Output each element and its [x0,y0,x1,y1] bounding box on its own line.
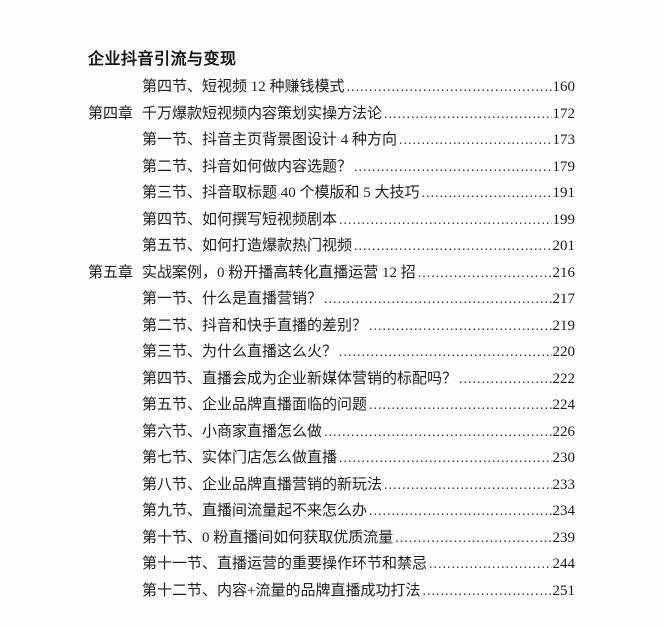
toc-leader-dots [418,260,552,288]
toc-leader-dots [422,180,552,208]
toc-section-row: 第四节、直播会成为企业新媒体营销的标配吗？ 222 [88,366,575,393]
toc-section-row: 第一节、抖音主页背景图设计 4 种方向 173 [88,127,575,154]
toc-leader-dots [354,154,551,182]
toc-entry-title: 第八节、企业品牌直播营销的新玩法 [142,476,383,493]
toc-leader-dots [395,525,551,553]
toc-section-row: 第八节、企业品牌直播营销的新玩法 233 [88,472,575,499]
toc-section-row: 第四节、短视频 12 种赚钱模式 160 [88,74,575,101]
toc-entry-title: 第五节、企业品牌直播面临的问题 [142,397,368,413]
toc-section-row: 第九节、直播间流量起不来怎么办 234 [88,498,575,525]
toc-leader-dots [339,339,551,367]
toc-leader-dots [354,233,551,261]
toc-entry-title: 第十二节、内容+流量的品牌直播成功打法 [142,582,421,599]
toc-leader-dots [369,392,551,420]
toc-leader-dots [399,127,551,155]
toc-leader-dots [339,445,551,473]
toc-entry-title: 千万爆款短视频内容策划实操方法论 [142,105,383,122]
toc-entry-page-number: 199 [552,211,576,228]
toc-entry-title: 第十节、0 粉直播间如何获取优质流量 [142,529,394,546]
toc-entry-page-number: 233 [552,476,576,493]
toc-entry-page-number: 244 [552,556,576,572]
toc-entry-page-number: 219 [552,317,576,334]
toc-entry-title: 第七节、实体门店怎么做直播 [142,450,338,466]
toc-section-row: 第四节、如何撰写短视频剧本 199 [88,207,575,234]
toc-entry-page-number: 251 [552,582,576,599]
toc-entry-page-number: 217 [552,291,576,307]
toc-section-row: 第三节、抖音取标题 40 个模版和 5 大技巧 191 [88,180,575,207]
toc-entry-title: 第一节、抖音主页背景图设计 4 种方向 [142,132,398,148]
toc-entry-title: 第十一节、直播运营的重要操作环节和禁忌 [142,556,428,572]
toc-entry-page-number: 179 [552,158,576,175]
toc-entry-title: 第三节、抖音取标题 40 个模版和 5 大技巧 [142,185,420,201]
toc-entry-page-number: 230 [552,450,576,466]
toc-leader-dots [369,498,551,526]
toc-entry-title: 第二节、抖音如何做内容选题？ [142,158,353,175]
toc-section-row: 第二节、抖音和快手直播的差别？ 219 [88,313,575,340]
toc-entry-title: 第三节、为什么直播这么火？ [142,344,338,360]
toc-entry-title: 第一节、什么是直播营销？ [142,291,323,307]
toc-entry-page-number: 234 [552,503,576,519]
toc-leader-dots [384,472,551,500]
toc-leader-dots [459,366,551,394]
toc-entry-page-number: 226 [552,423,576,440]
chapter-number-label: 第五章 [88,264,134,281]
toc-leader-dots [429,551,551,579]
toc-entry-page-number: 172 [552,105,576,122]
toc-leader-dots [324,419,551,447]
chapter-number-label: 第四章 [88,105,134,122]
toc-entry-title: 第九节、直播间流量起不来怎么办 [142,503,368,519]
toc-section-row: 第七节、实体门店怎么做直播 230 [88,445,575,472]
toc-section-row: 第一节、什么是直播营销？ 217 [88,286,575,313]
toc-entry-title: 第五节、如何打造爆款热门视频 [142,238,353,254]
toc-section-row: 第二节、抖音如何做内容选题？ 179 [88,154,575,181]
toc-section-row: 第五节、企业品牌直播面临的问题 224 [88,392,575,419]
toc-section-row: 第三节、为什么直播这么火？ 220 [88,339,575,366]
toc-entry-page-number: 220 [552,344,576,360]
toc-leader-dots [324,286,551,314]
toc-section-row: 第五节、如何打造爆款热门视频 201 [88,233,575,260]
toc-section-row: 第十节、0 粉直播间如何获取优质流量 239 [88,525,575,552]
toc-entry-page-number: 239 [552,529,576,546]
toc-entry-page-number: 160 [552,79,576,95]
toc-entry-title: 第四节、如何撰写短视频剧本 [142,211,338,228]
toc-entry-page-number: 224 [552,397,576,413]
toc-leader-dots [384,101,551,129]
toc-entry-page-number: 173 [552,132,576,148]
document-header-title: 企业抖音引流与变现 [88,51,237,68]
toc-section-row: 第十二节、内容+流量的品牌直播成功打法 251 [88,578,575,605]
toc-entry-page-number: 216 [552,264,576,281]
toc-entry-title: 实战案例，0 粉开播高转化直播运营 12 招 [142,264,416,281]
toc-entry-title: 第二节、抖音和快手直播的差别？ [142,317,368,334]
toc-leader-dots [422,578,551,606]
toc-entry-page-number: 191 [552,185,576,201]
toc-section-row: 第十一节、直播运营的重要操作环节和禁忌 244 [88,551,575,578]
toc-entry-title: 第四节、短视频 12 种赚钱模式 [142,79,345,95]
toc-entry-title: 第六节、小商家直播怎么做 [142,423,323,440]
toc-leader-dots [339,207,551,235]
toc-section-row: 第六节、小商家直播怎么做 226 [88,419,575,446]
toc-entry-page-number: 222 [552,370,576,387]
toc-entry-title: 第四节、直播会成为企业新媒体营销的标配吗？ [142,370,458,387]
toc-entry-page-number: 201 [552,238,576,254]
toc-leader-dots [347,74,552,102]
toc-leader-dots [369,313,551,341]
